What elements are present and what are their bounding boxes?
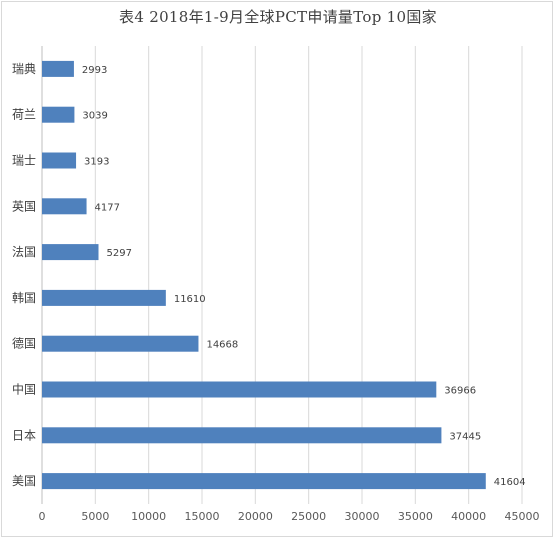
x-tick-label: 15000 — [185, 510, 220, 523]
category-label: 美国 — [12, 474, 36, 488]
data-label: 36966 — [444, 386, 476, 397]
data-label: 4177 — [95, 202, 120, 213]
x-tick-label: 40000 — [451, 510, 486, 523]
x-tick-label: 30000 — [345, 510, 380, 523]
bar — [42, 152, 77, 169]
category-label: 荷兰 — [12, 108, 36, 122]
x-tick-label: 10000 — [131, 510, 166, 523]
data-label: 11610 — [174, 294, 206, 305]
data-label: 41604 — [494, 477, 526, 488]
category-label: 中国 — [12, 382, 36, 397]
x-tick-label: 5000 — [81, 510, 109, 523]
category-label: 韩国 — [12, 290, 36, 305]
bar — [42, 244, 99, 261]
x-tick-label: 45000 — [505, 510, 540, 523]
bar — [42, 473, 486, 490]
category-label: 日本 — [12, 428, 36, 442]
data-label: 37445 — [449, 431, 481, 442]
bar — [42, 60, 74, 77]
data-label: 5297 — [107, 248, 132, 259]
data-label: 3193 — [84, 157, 109, 168]
data-label: 3039 — [82, 111, 107, 122]
category-label: 法国 — [12, 245, 36, 259]
bar — [42, 198, 87, 215]
bar — [42, 381, 437, 398]
data-label: 2993 — [82, 65, 107, 76]
bar — [42, 106, 75, 123]
category-label: 瑞典 — [12, 62, 36, 76]
bar — [42, 427, 442, 444]
bar — [42, 335, 199, 352]
x-tick-label: 25000 — [291, 510, 326, 523]
bar — [42, 289, 166, 306]
x-tick-label: 35000 — [398, 510, 433, 523]
category-label: 瑞士 — [12, 154, 36, 168]
chart-title: 表4 2018年1-9月全球PCT申请量Top 10国家 — [119, 8, 437, 26]
data-label: 14668 — [206, 340, 238, 351]
x-tick-label: 20000 — [238, 510, 273, 523]
category-label: 英国 — [12, 199, 36, 213]
category-label: 德国 — [12, 336, 36, 351]
x-tick-label: 0 — [39, 510, 46, 523]
